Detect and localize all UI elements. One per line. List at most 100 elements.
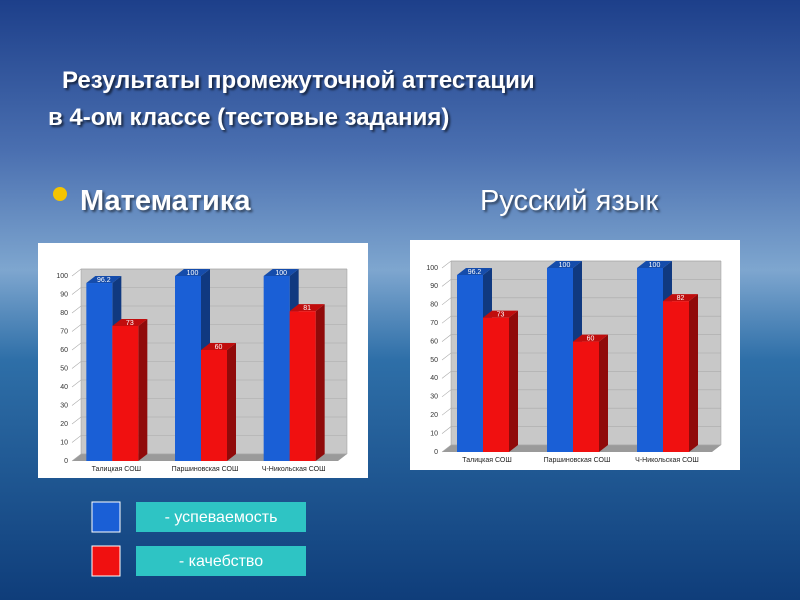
bar-top (289, 304, 325, 312)
grid-line (441, 279, 721, 287)
bar (86, 283, 113, 461)
x-tick-label: Ч-Никольская СОШ (262, 466, 326, 473)
bullet (53, 187, 67, 201)
grid-line (71, 324, 347, 332)
legend-label: - успеваемость (165, 509, 278, 526)
value-label: 60 (587, 336, 595, 343)
grid-line (71, 416, 347, 425)
bar (263, 276, 290, 461)
x-tick-label: Талицкая СОШ (462, 457, 511, 464)
x-tick-label: Паршиновская СОШ (544, 457, 611, 464)
grid-line (441, 260, 721, 269)
grid-line (441, 315, 721, 324)
y-tick-label: 40 (60, 384, 68, 391)
value-label: 96.2 (468, 269, 482, 276)
grid-line (441, 389, 721, 398)
bar-side (138, 318, 148, 461)
x-tick-label: Талицкая СОШ (92, 466, 141, 473)
grid-line (71, 379, 347, 388)
grid-line (441, 444, 721, 453)
grid-line (71, 453, 347, 462)
y-tick-label: 60 (430, 338, 438, 345)
bar (663, 301, 689, 452)
grid-line (71, 305, 347, 314)
value-label: 82 (677, 295, 685, 302)
y-tick-label: 10 (430, 430, 438, 437)
y-tick-label: 20 (430, 412, 438, 419)
bar-side (599, 334, 608, 452)
y-tick-label: 70 (60, 328, 68, 335)
y-tick-label: 0 (64, 458, 68, 465)
y-tick-label: 80 (430, 302, 438, 309)
grid-line (71, 435, 347, 443)
bar (573, 341, 599, 452)
grid-line (71, 398, 347, 406)
value-label: 100 (187, 270, 199, 277)
bar (289, 311, 316, 461)
grid-line (441, 426, 721, 434)
y-tick-label: 40 (430, 375, 438, 382)
bar-top (573, 334, 608, 342)
bar-top (201, 343, 236, 350)
y-tick-label: 100 (56, 273, 68, 280)
bar (457, 274, 483, 452)
x-tick-label: Паршиновская СОШ (172, 466, 239, 473)
y-tick-label: 0 (434, 449, 438, 456)
y-tick-label: 60 (60, 347, 68, 354)
legend-box (136, 502, 306, 532)
title-line: Результаты промежуточной аттестации (62, 67, 535, 94)
grid-line (441, 297, 721, 306)
value-label: 100 (649, 262, 661, 269)
bar (201, 350, 227, 461)
grid-line (441, 334, 721, 342)
y-tick-label: 30 (60, 402, 68, 409)
y-tick-label: 50 (60, 365, 68, 372)
chart-title: Русский язык (480, 185, 659, 217)
grid-line (71, 268, 347, 277)
bar-top (112, 318, 148, 326)
bar-side (689, 294, 698, 452)
title-line: в 4-ом классе (тестовые задания) (48, 104, 449, 131)
grid-line (71, 287, 347, 295)
bar (112, 325, 139, 461)
y-tick-label: 30 (430, 394, 438, 401)
y-tick-label: 70 (430, 320, 438, 327)
bar-top (637, 261, 672, 268)
bar-top (457, 267, 492, 275)
bar-top (263, 269, 299, 276)
value-label: 73 (497, 312, 505, 319)
grid-line (441, 352, 721, 361)
bar-side (315, 304, 325, 461)
bar (175, 276, 201, 461)
legend-box (136, 546, 306, 576)
y-tick-label: 10 (60, 439, 68, 446)
x-tick-label: Ч-Никольская СОШ (635, 457, 699, 464)
bar (483, 317, 509, 452)
value-label: 96.2 (97, 277, 111, 284)
y-tick-label: 50 (430, 357, 438, 364)
y-tick-label: 90 (430, 283, 438, 290)
bar-top (547, 261, 582, 268)
bar-top (483, 310, 518, 318)
y-tick-label: 90 (60, 291, 68, 298)
bar-side (509, 310, 518, 452)
value-label: 73 (126, 320, 134, 327)
grid-line (71, 342, 347, 351)
legend-swatch (91, 545, 121, 577)
bar-top (86, 276, 122, 284)
chart-title: Математика (80, 185, 251, 217)
value-label: 100 (275, 270, 287, 277)
grid-line (71, 361, 347, 369)
legend-swatch (91, 501, 121, 533)
bar-top (663, 294, 698, 302)
grid-line (441, 371, 721, 379)
value-label: 100 (559, 262, 571, 269)
y-tick-label: 80 (60, 310, 68, 317)
bar (547, 268, 573, 452)
value-label: 81 (303, 305, 311, 312)
legend-label: - качебство (179, 553, 263, 570)
value-label: 60 (215, 344, 223, 351)
grid-line (441, 407, 721, 416)
bar (637, 268, 663, 452)
